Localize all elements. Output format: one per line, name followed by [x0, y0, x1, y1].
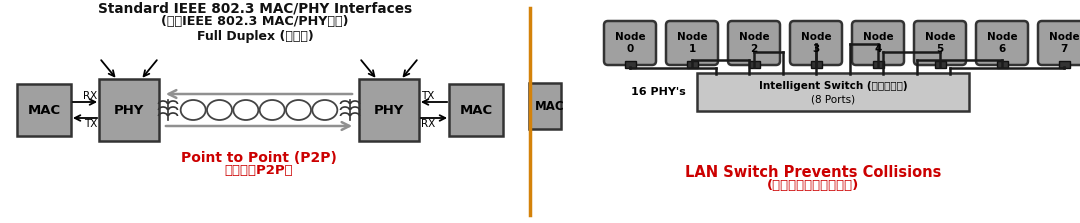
Text: Node
2: Node 2	[739, 32, 769, 54]
Text: PHY: PHY	[113, 103, 145, 116]
Text: 16 PHY's: 16 PHY's	[631, 87, 686, 97]
FancyBboxPatch shape	[687, 60, 698, 68]
FancyBboxPatch shape	[934, 60, 945, 68]
Text: Full Duplex (全双工): Full Duplex (全双工)	[197, 30, 313, 43]
Text: MAC: MAC	[27, 103, 60, 116]
FancyBboxPatch shape	[697, 73, 969, 111]
Text: RX: RX	[83, 91, 97, 101]
FancyBboxPatch shape	[914, 21, 966, 65]
Text: Node
1: Node 1	[677, 32, 707, 54]
FancyBboxPatch shape	[449, 84, 503, 136]
Text: TX: TX	[421, 91, 434, 101]
Text: TX: TX	[83, 119, 97, 129]
FancyBboxPatch shape	[624, 60, 635, 68]
Text: PHY: PHY	[374, 103, 404, 116]
Text: Point to Point (P2P): Point to Point (P2P)	[181, 151, 337, 165]
FancyBboxPatch shape	[976, 21, 1028, 65]
FancyBboxPatch shape	[604, 21, 656, 65]
Text: Node
7: Node 7	[1049, 32, 1079, 54]
Text: Intelligent Switch (智能交换机): Intelligent Switch (智能交换机)	[758, 81, 907, 91]
FancyBboxPatch shape	[728, 21, 780, 65]
Text: Node
6: Node 6	[987, 32, 1017, 54]
FancyBboxPatch shape	[1058, 60, 1069, 68]
FancyBboxPatch shape	[529, 83, 561, 129]
FancyBboxPatch shape	[359, 79, 419, 141]
Text: LAN Switch Prevents Collisions: LAN Switch Prevents Collisions	[685, 165, 941, 180]
Text: (标准IEEE 802.3 MAC/PHY接口): (标准IEEE 802.3 MAC/PHY接口)	[161, 15, 349, 28]
Text: MAC: MAC	[535, 99, 565, 112]
Text: Node
0: Node 0	[615, 32, 646, 54]
FancyBboxPatch shape	[1038, 21, 1080, 65]
Text: 点对点（P2P）: 点对点（P2P）	[225, 164, 294, 177]
FancyBboxPatch shape	[789, 21, 842, 65]
Text: Node
3: Node 3	[800, 32, 832, 54]
FancyBboxPatch shape	[852, 21, 904, 65]
FancyBboxPatch shape	[666, 21, 718, 65]
FancyBboxPatch shape	[873, 60, 883, 68]
FancyBboxPatch shape	[810, 60, 822, 68]
Text: MAC: MAC	[459, 103, 492, 116]
Text: (局域网交换机预防冲突): (局域网交换机预防冲突)	[767, 179, 859, 192]
Text: Node
5: Node 5	[924, 32, 956, 54]
Text: Standard IEEE 802.3 MAC/PHY Interfaces: Standard IEEE 802.3 MAC/PHY Interfaces	[98, 2, 413, 16]
Text: RX: RX	[421, 119, 435, 129]
FancyBboxPatch shape	[17, 84, 71, 136]
FancyBboxPatch shape	[99, 79, 159, 141]
FancyBboxPatch shape	[748, 60, 759, 68]
Text: Node
4: Node 4	[863, 32, 893, 54]
FancyBboxPatch shape	[997, 60, 1008, 68]
Text: (8 Ports): (8 Ports)	[811, 94, 855, 104]
